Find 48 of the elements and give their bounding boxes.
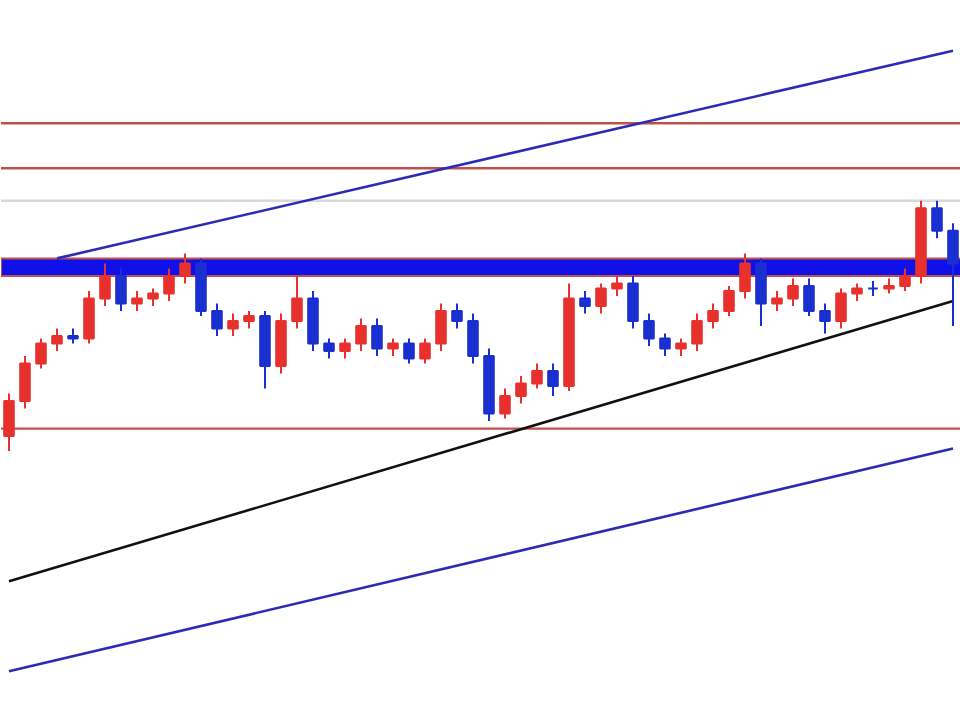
candlestick [339, 337, 351, 360]
candlestick [211, 302, 223, 337]
candlestick [499, 387, 511, 420]
candlestick [435, 302, 447, 352]
candlestick [419, 337, 431, 365]
candlestick [355, 317, 367, 352]
candlestick [755, 257, 767, 327]
candlestick [131, 289, 143, 312]
candlestick [51, 327, 63, 352]
candlestick [547, 362, 559, 398]
candlestick [643, 312, 655, 347]
candlestick [707, 302, 719, 330]
candlestick [611, 274, 623, 297]
candlestick [723, 284, 735, 317]
candlestick [467, 312, 479, 365]
candlestick [403, 337, 415, 365]
candlestick [451, 302, 463, 330]
candlestick [835, 287, 847, 330]
candlestick [771, 289, 783, 312]
candlestick [195, 257, 207, 317]
candlestick [931, 199, 943, 240]
candlestick [659, 332, 671, 357]
candlestick [371, 317, 383, 357]
candlestick [515, 375, 527, 405]
candlestick [307, 289, 319, 352]
candlestick [803, 277, 815, 317]
candlestick [83, 289, 95, 345]
candlestick [35, 337, 47, 370]
candlestick [291, 274, 303, 330]
candlestick [899, 267, 911, 292]
candlestick [627, 274, 639, 330]
candlestick [691, 312, 703, 352]
candlestick [579, 289, 591, 315]
candlestick [227, 312, 239, 337]
candlestick [947, 222, 959, 327]
candlestick [787, 277, 799, 307]
candlestick [179, 252, 191, 285]
candlestick [531, 362, 543, 390]
candlestick [163, 267, 175, 302]
candlestick [595, 282, 607, 315]
candlestick [3, 392, 15, 453]
candlestick [99, 262, 111, 307]
candlestick [275, 312, 287, 375]
candlestick [739, 252, 751, 300]
candlestick [323, 337, 335, 360]
candlestick [19, 354, 31, 410]
candlestick [819, 302, 831, 335]
candlestick [115, 267, 127, 312]
